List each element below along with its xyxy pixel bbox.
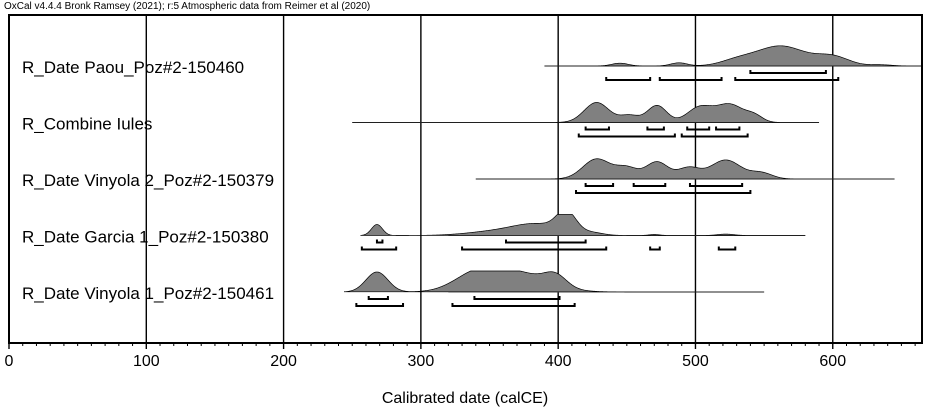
calibration-row: R_Date Paou_Poz#2-150460 [22, 45, 922, 81]
x-tick-label: 0 [5, 353, 14, 370]
range-95 [461, 246, 608, 251]
row-label: R_Combine Iules [22, 115, 152, 134]
range-68 [749, 70, 827, 74]
range-68 [688, 183, 744, 187]
x-axis: 0 100 200 300 400 500 600 [5, 343, 916, 370]
range-68 [367, 296, 389, 300]
range-68 [686, 126, 711, 131]
range-68 [584, 183, 615, 187]
range-68 [632, 183, 667, 187]
calibration-row: R_Date Garcia 1_Poz#2-150380 [22, 214, 806, 251]
range-68 [375, 239, 384, 244]
range-95 [680, 133, 749, 138]
calibration-row: R_Combine Iules [22, 102, 820, 138]
row-label: R_Date Vinyola 1_Poz#2-150461 [22, 284, 274, 303]
range-95 [649, 246, 661, 251]
oxcal-header: OxCal v4.4.4 Bronk Ramsey (2021); r:5 At… [4, 1, 371, 12]
probability-density [360, 214, 806, 236]
x-tick-label: 500 [682, 353, 709, 370]
range-95 [734, 77, 840, 81]
range-68 [646, 126, 665, 131]
range-95 [451, 303, 576, 307]
row-label: R_Date Paou_Poz#2-150460 [22, 58, 244, 77]
probability-density [475, 158, 895, 180]
calibration-row: R_Date Vinyola 1_Poz#2-150461 [22, 270, 765, 307]
x-tick-label: 600 [819, 353, 846, 370]
x-tick-label: 100 [133, 353, 160, 370]
range-95 [360, 246, 398, 251]
row-label: R_Date Vinyola 2_Poz#2-150379 [22, 171, 274, 190]
probability-density [343, 270, 765, 293]
range-95 [577, 133, 676, 138]
range-95 [575, 190, 752, 194]
range-68 [715, 126, 741, 131]
range-95 [717, 246, 737, 251]
x-tick-label: 200 [270, 353, 297, 370]
range-95 [605, 77, 652, 81]
calibration-row: R_Date Vinyola 2_Poz#2-150379 [22, 158, 895, 194]
probability-density [352, 102, 820, 123]
range-68 [473, 296, 561, 300]
row-label: R_Date Garcia 1_Poz#2-150380 [22, 228, 269, 247]
probability-density [544, 45, 922, 67]
x-tick-label: 400 [545, 353, 572, 370]
plot-frame [8, 14, 923, 344]
range-95 [355, 303, 405, 307]
x-axis-label: Calibrated date (calCE) [382, 390, 548, 407]
range-95 [658, 77, 723, 81]
range-68 [505, 239, 587, 244]
calibration-rows: R_Date Paou_Poz#2-150460 R_Combine Iules R… [22, 45, 922, 307]
x-tick-label: 300 [408, 353, 435, 370]
range-68 [584, 126, 610, 131]
